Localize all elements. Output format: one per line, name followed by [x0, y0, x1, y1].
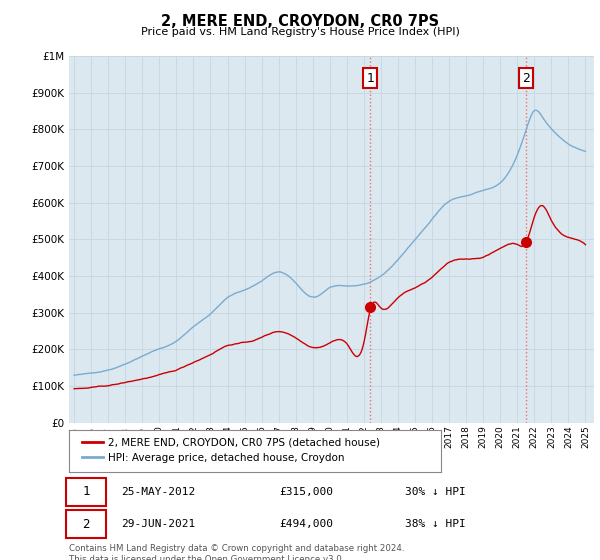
Text: 2: 2: [82, 517, 90, 531]
Text: 1: 1: [367, 72, 374, 85]
Text: 1: 1: [82, 485, 90, 498]
Text: £315,000: £315,000: [279, 487, 333, 497]
Text: £494,000: £494,000: [279, 519, 333, 529]
Text: 30% ↓ HPI: 30% ↓ HPI: [405, 487, 466, 497]
Text: 2, MERE END, CROYDON, CR0 7PS: 2, MERE END, CROYDON, CR0 7PS: [161, 14, 439, 29]
Text: 29-JUN-2021: 29-JUN-2021: [121, 519, 196, 529]
FancyBboxPatch shape: [67, 478, 106, 506]
FancyBboxPatch shape: [67, 510, 106, 538]
Text: 38% ↓ HPI: 38% ↓ HPI: [405, 519, 466, 529]
Text: 2: 2: [522, 72, 530, 85]
Text: Contains HM Land Registry data © Crown copyright and database right 2024.
This d: Contains HM Land Registry data © Crown c…: [69, 544, 404, 560]
Legend: 2, MERE END, CROYDON, CR0 7PS (detached house), HPI: Average price, detached hou: 2, MERE END, CROYDON, CR0 7PS (detached …: [78, 434, 385, 467]
Text: 25-MAY-2012: 25-MAY-2012: [121, 487, 196, 497]
Text: Price paid vs. HM Land Registry's House Price Index (HPI): Price paid vs. HM Land Registry's House …: [140, 27, 460, 37]
